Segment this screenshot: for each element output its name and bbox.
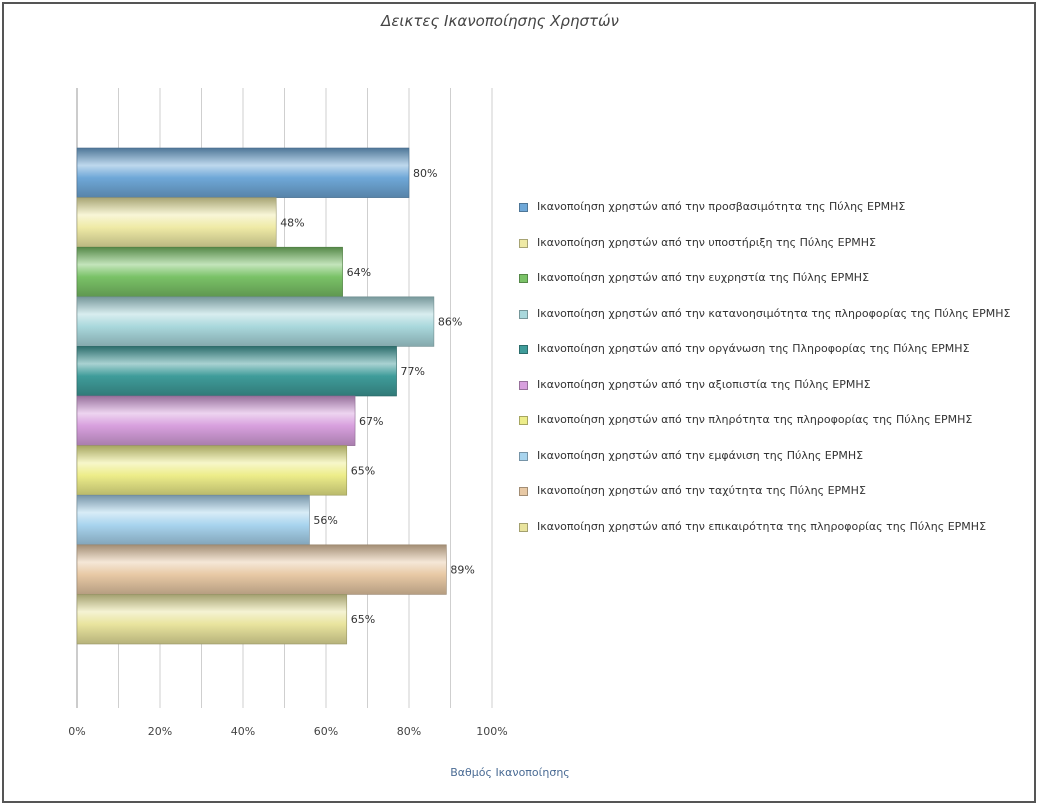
legend-label: Ικανοποίηση χρηστών από την προσβασιμότη… xyxy=(537,200,906,213)
legend-item: Ικανοποίηση χρηστών από την πληρότητα τη… xyxy=(519,411,1039,447)
legend-item: Ικανοποίηση χρηστών από την ταχύτητα της… xyxy=(519,482,1039,518)
legend-item: Ικανοποίηση χρηστών από την αξιοπιστία τ… xyxy=(519,376,1039,412)
legend-label: Ικανοποίηση χρηστών από την επικαιρότητα… xyxy=(537,519,987,533)
bar xyxy=(76,494,310,546)
bar-data-label: 56% xyxy=(313,514,337,527)
x-tick-label: 100% xyxy=(476,725,507,738)
bar-data-label: 64% xyxy=(347,266,371,279)
legend-label: Ικανοποίηση χρηστών από την οργάνωση της… xyxy=(537,342,970,355)
bar-data-label: 86% xyxy=(438,316,462,329)
x-tick-label: 80% xyxy=(397,725,421,738)
legend-label: Ικανοποίηση χρηστών από την υποστήριξη τ… xyxy=(537,235,876,249)
legend-label: Ικανοποίηση χρηστών από την κατανοησιμότ… xyxy=(537,306,1011,320)
legend-label: Ικανοποίηση χρηστών από την εμφάνιση της… xyxy=(537,448,864,462)
legend-swatch xyxy=(519,274,528,283)
legend: Ικανοποίηση χρηστών από την προσβασιμότη… xyxy=(519,198,1039,553)
bar xyxy=(76,147,410,198)
bar-data-label: 65% xyxy=(351,613,375,626)
legend-item: Ικανοποίηση χρηστών από την κατανοησιμότ… xyxy=(519,305,1039,341)
bar xyxy=(76,544,447,595)
legend-item: Ικανοποίηση χρηστών από την εμφάνιση της… xyxy=(519,447,1039,483)
legend-item: Ικανοποίηση χρηστών από την ευχρηστία τη… xyxy=(519,269,1039,305)
bar-data-label: 89% xyxy=(450,564,474,577)
x-tick-label: 60% xyxy=(314,725,338,738)
legend-label: Ικανοποίηση χρηστών από την αξιοπιστία τ… xyxy=(537,377,871,391)
legend-swatch xyxy=(519,380,528,390)
legend-item: Ικανοποίηση χρηστών από την επικαιρότητα… xyxy=(519,518,1039,554)
legend-label: Ικανοποίηση χρηστών από την ευχρηστία τη… xyxy=(537,271,870,284)
bar-data-label: 80% xyxy=(413,167,437,180)
bar-data-label: 65% xyxy=(351,464,375,477)
bar-data-label: 77% xyxy=(401,365,425,378)
bar xyxy=(76,445,348,496)
bar xyxy=(76,296,435,347)
bar xyxy=(76,197,277,248)
legend-swatch xyxy=(519,416,528,425)
chart-title: Δεικτες Ικανοποίησης Χρηστών xyxy=(381,12,619,30)
bar-data-label: 48% xyxy=(280,216,304,229)
legend-swatch xyxy=(519,238,528,248)
legend-item: Ικανοποίηση χρηστών από την οργάνωση της… xyxy=(519,340,1039,376)
legend-label: Ικανοποίηση χρηστών από την πληρότητα τη… xyxy=(537,413,973,426)
legend-label: Ικανοποίηση χρηστών από την ταχύτητα της… xyxy=(537,484,866,497)
x-tick-label: 20% xyxy=(148,725,172,738)
legend-swatch xyxy=(519,345,528,354)
x-tick-label: 40% xyxy=(231,725,255,738)
bar xyxy=(76,594,348,645)
x-tick-label: 0% xyxy=(68,725,85,738)
legend-swatch xyxy=(519,487,528,496)
bar xyxy=(76,246,343,298)
x-axis-label: Βαθμός Ικανοποίησης xyxy=(450,766,570,779)
legend-swatch xyxy=(519,309,528,319)
legend-item: Ικανοποίηση χρηστών από την προσβασιμότη… xyxy=(519,198,1039,234)
legend-swatch xyxy=(519,203,528,212)
bar xyxy=(76,346,397,397)
legend-swatch xyxy=(519,451,528,461)
legend-item: Ικανοποίηση χρηστών από την υποστήριξη τ… xyxy=(519,234,1039,270)
legend-swatch xyxy=(519,522,528,532)
bar xyxy=(76,395,356,446)
bar-data-label: 67% xyxy=(359,415,383,428)
